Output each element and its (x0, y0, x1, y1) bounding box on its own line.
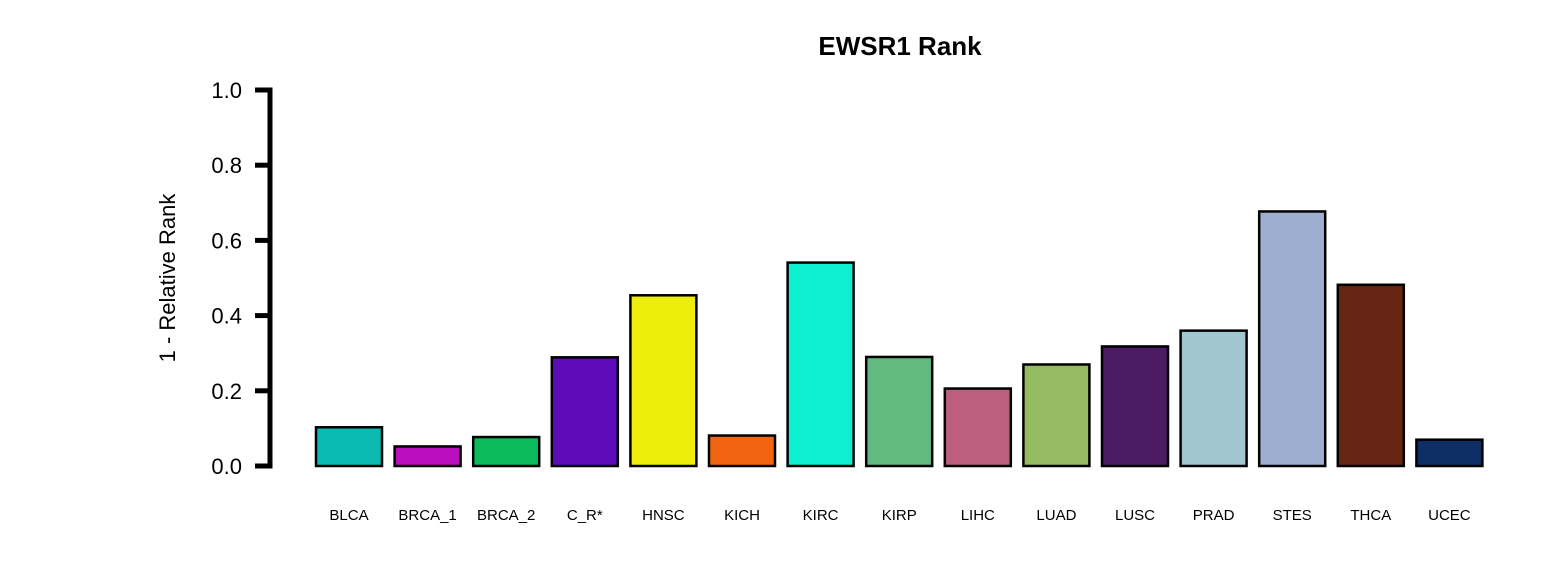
y-tick-label: 1.0 (211, 78, 242, 103)
bar-kich (707, 434, 777, 468)
x-tick-label: UCEC (1428, 507, 1471, 524)
bar-blca (314, 426, 384, 468)
y-tick-label: 0.6 (211, 228, 242, 253)
bar-brca-2 (471, 435, 541, 468)
y-tick-label: 0.4 (211, 304, 242, 329)
bar-thca (1336, 283, 1406, 468)
bar-brca-1 (393, 445, 462, 468)
x-tick-label: PRAD (1193, 507, 1235, 524)
x-tick-label: KIRC (803, 507, 839, 524)
x-tick-labels: BLCA BRCA_1 BRCA_2 C_R* HNSC KICH KIRC KIRP LIHC… (329, 507, 1470, 524)
bar-stes (1257, 210, 1327, 468)
x-tick-label: KIRP (882, 507, 917, 524)
x-tick-label: LUSC (1115, 507, 1155, 524)
y-axis: 0.0 0.2 0.4 0.6 0.8 1.0 (211, 78, 273, 479)
x-tick-label: C_R* (567, 507, 603, 524)
bar-kirp (864, 355, 934, 468)
x-tick-label: HNSC (642, 507, 685, 524)
bars-group (314, 210, 1484, 468)
x-tick-label: STES (1273, 507, 1312, 524)
x-tick-label: BRCA_2 (477, 507, 535, 524)
bar-lihc (943, 387, 1013, 468)
bar-luad (1022, 363, 1091, 468)
y-tick-label: 0.8 (211, 153, 242, 178)
bar-hnsc (629, 294, 698, 468)
x-tick-label: THCA (1350, 507, 1391, 524)
y-tick-label: 0.2 (211, 379, 242, 404)
y-tick-label: 0.0 (211, 454, 242, 479)
x-tick-label: LUAD (1036, 507, 1076, 524)
chart-title: EWSR1 Rank (818, 31, 982, 61)
bar-c-r- (550, 356, 620, 468)
x-tick-label: KICH (724, 507, 760, 524)
y-axis-label: 1 - Relative Rank (155, 193, 180, 363)
bar-lusc (1100, 345, 1170, 468)
bar-prad (1179, 329, 1248, 468)
bar-kirc (786, 261, 855, 468)
x-tick-label: LIHC (961, 507, 995, 524)
x-tick-label: BRCA_1 (398, 507, 456, 524)
x-tick-label: BLCA (329, 507, 368, 524)
bar-ucec (1415, 438, 1484, 468)
